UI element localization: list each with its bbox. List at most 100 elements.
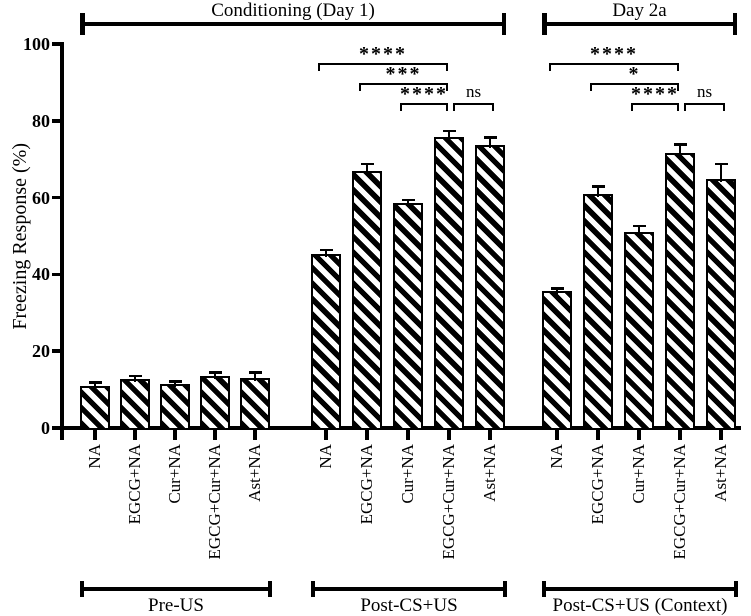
error-bar-cap bbox=[714, 162, 728, 166]
group-bracket-label: Post-CS+US bbox=[360, 595, 458, 616]
y-tick bbox=[52, 42, 60, 46]
error-bar bbox=[406, 199, 410, 207]
group-bracket-cap bbox=[268, 581, 272, 597]
error-bar bbox=[365, 164, 369, 174]
error-bar-cap bbox=[208, 371, 222, 374]
error-bar bbox=[213, 372, 217, 379]
x-tick-label: EGCG+NA bbox=[357, 444, 376, 525]
error-bar-cap bbox=[442, 129, 456, 133]
bar-post-cs-us-context--egcg-cur-na bbox=[665, 153, 695, 430]
error-bar-cap bbox=[360, 162, 374, 166]
y-tick bbox=[52, 272, 60, 277]
x-tick-label: EGCG+NA bbox=[125, 444, 144, 525]
error-bar bbox=[173, 381, 177, 388]
bar-post-cs-us-egcg-cur-na bbox=[434, 136, 464, 430]
error-bar bbox=[678, 144, 682, 157]
error-bar bbox=[133, 375, 137, 383]
significance-label: ns bbox=[465, 82, 482, 101]
y-axis-title: Freezing Response (%) bbox=[8, 142, 31, 330]
significance-label: **** bbox=[631, 83, 679, 105]
phase-bracket-line bbox=[543, 22, 736, 26]
error-bar bbox=[324, 249, 328, 258]
error-bar-cap bbox=[248, 371, 262, 374]
x-tick-label: Cur+NA bbox=[629, 444, 648, 504]
significance-bracket bbox=[318, 63, 448, 71]
group-bracket-cap bbox=[503, 581, 507, 597]
bar-post-cs-us-context--cur-na bbox=[624, 232, 654, 430]
group-bracket-cap bbox=[542, 581, 546, 597]
y-tick bbox=[52, 195, 60, 200]
error-bar-cap bbox=[673, 143, 687, 146]
phase-bracket-label: Day 2a bbox=[612, 0, 667, 21]
x-tick bbox=[93, 429, 97, 440]
group-bracket-cap bbox=[311, 581, 315, 597]
bar-pre-us-ast-na bbox=[240, 377, 270, 430]
group-bracket-label: Pre-US bbox=[148, 595, 204, 616]
x-tick bbox=[637, 429, 641, 440]
x-tick-label: NA bbox=[85, 444, 104, 469]
error-bar bbox=[488, 137, 492, 148]
x-tick bbox=[173, 429, 177, 440]
group-bracket-line bbox=[312, 587, 506, 591]
error-bar-cap bbox=[483, 136, 497, 139]
x-tick-label: NA bbox=[316, 444, 335, 469]
y-tick-label: 100 bbox=[23, 34, 50, 54]
y-axis bbox=[60, 42, 64, 432]
y-tick-label: 40 bbox=[32, 264, 50, 285]
phase-bracket-cap bbox=[80, 13, 85, 35]
bar-post-cs-us-cur-na bbox=[393, 203, 423, 430]
x-tick-label: Ast+NA bbox=[711, 444, 730, 502]
y-tick bbox=[52, 349, 60, 353]
x-tick-label: EGCG+Cur+NA bbox=[205, 444, 224, 560]
x-tick bbox=[133, 429, 137, 440]
error-bar-cap bbox=[128, 374, 142, 378]
bar-pre-us-na bbox=[80, 385, 110, 430]
bar-post-cs-us-na bbox=[311, 254, 341, 430]
x-tick bbox=[406, 429, 410, 440]
significance-bracket bbox=[359, 83, 448, 91]
error-bar-cap bbox=[319, 248, 333, 252]
significance-label: **** bbox=[359, 43, 407, 65]
group-bracket-line bbox=[543, 587, 737, 591]
error-bar-cap bbox=[632, 224, 646, 228]
y-tick-label: 80 bbox=[32, 110, 50, 131]
x-tick-label: Ast+NA bbox=[480, 444, 499, 502]
error-bar bbox=[596, 186, 600, 197]
x-tick bbox=[324, 429, 328, 440]
significance-bracket bbox=[453, 103, 494, 111]
error-bar-cap bbox=[401, 198, 415, 202]
bar-post-cs-us-context--ast-na bbox=[706, 179, 736, 430]
significance-label: **** bbox=[590, 43, 638, 65]
significance-label: *** bbox=[385, 63, 422, 85]
bar-pre-us-egcg-cur-na bbox=[200, 375, 230, 430]
significance-label: * bbox=[628, 63, 641, 85]
phase-bracket-line bbox=[81, 22, 505, 26]
y-axis-title-container: Freezing Response (%) bbox=[6, 44, 34, 428]
phase-bracket-label: Conditioning (Day 1) bbox=[211, 0, 375, 21]
group-bracket-cap bbox=[734, 581, 738, 597]
bar-post-cs-us-context--egcg-na bbox=[583, 193, 613, 430]
x-tick bbox=[555, 429, 559, 440]
x-tick bbox=[447, 429, 451, 440]
x-tick bbox=[678, 429, 682, 440]
y-tick-label: 20 bbox=[32, 341, 50, 362]
x-tick bbox=[253, 429, 257, 440]
significance-bracket bbox=[590, 83, 679, 91]
group-bracket-label: Post-CS+US (Context) bbox=[552, 595, 728, 616]
y-tick-label: 60 bbox=[32, 187, 50, 208]
x-tick-label: EGCG+Cur+NA bbox=[670, 444, 689, 560]
x-tick bbox=[365, 429, 369, 440]
phase-bracket-cap bbox=[501, 13, 506, 35]
y-tick-label: 0 bbox=[41, 418, 50, 438]
error-bar-cap bbox=[168, 380, 182, 383]
error-bar-cap bbox=[591, 185, 605, 188]
error-bar bbox=[93, 382, 97, 389]
x-tick-label: EGCG+NA bbox=[588, 444, 607, 525]
error-bar bbox=[447, 131, 451, 140]
significance-bracket bbox=[631, 103, 679, 111]
x-tick bbox=[60, 429, 64, 440]
x-tick-label: NA bbox=[547, 444, 566, 469]
group-bracket-cap bbox=[80, 581, 84, 597]
error-bar bbox=[555, 288, 559, 294]
error-bar bbox=[253, 372, 257, 381]
